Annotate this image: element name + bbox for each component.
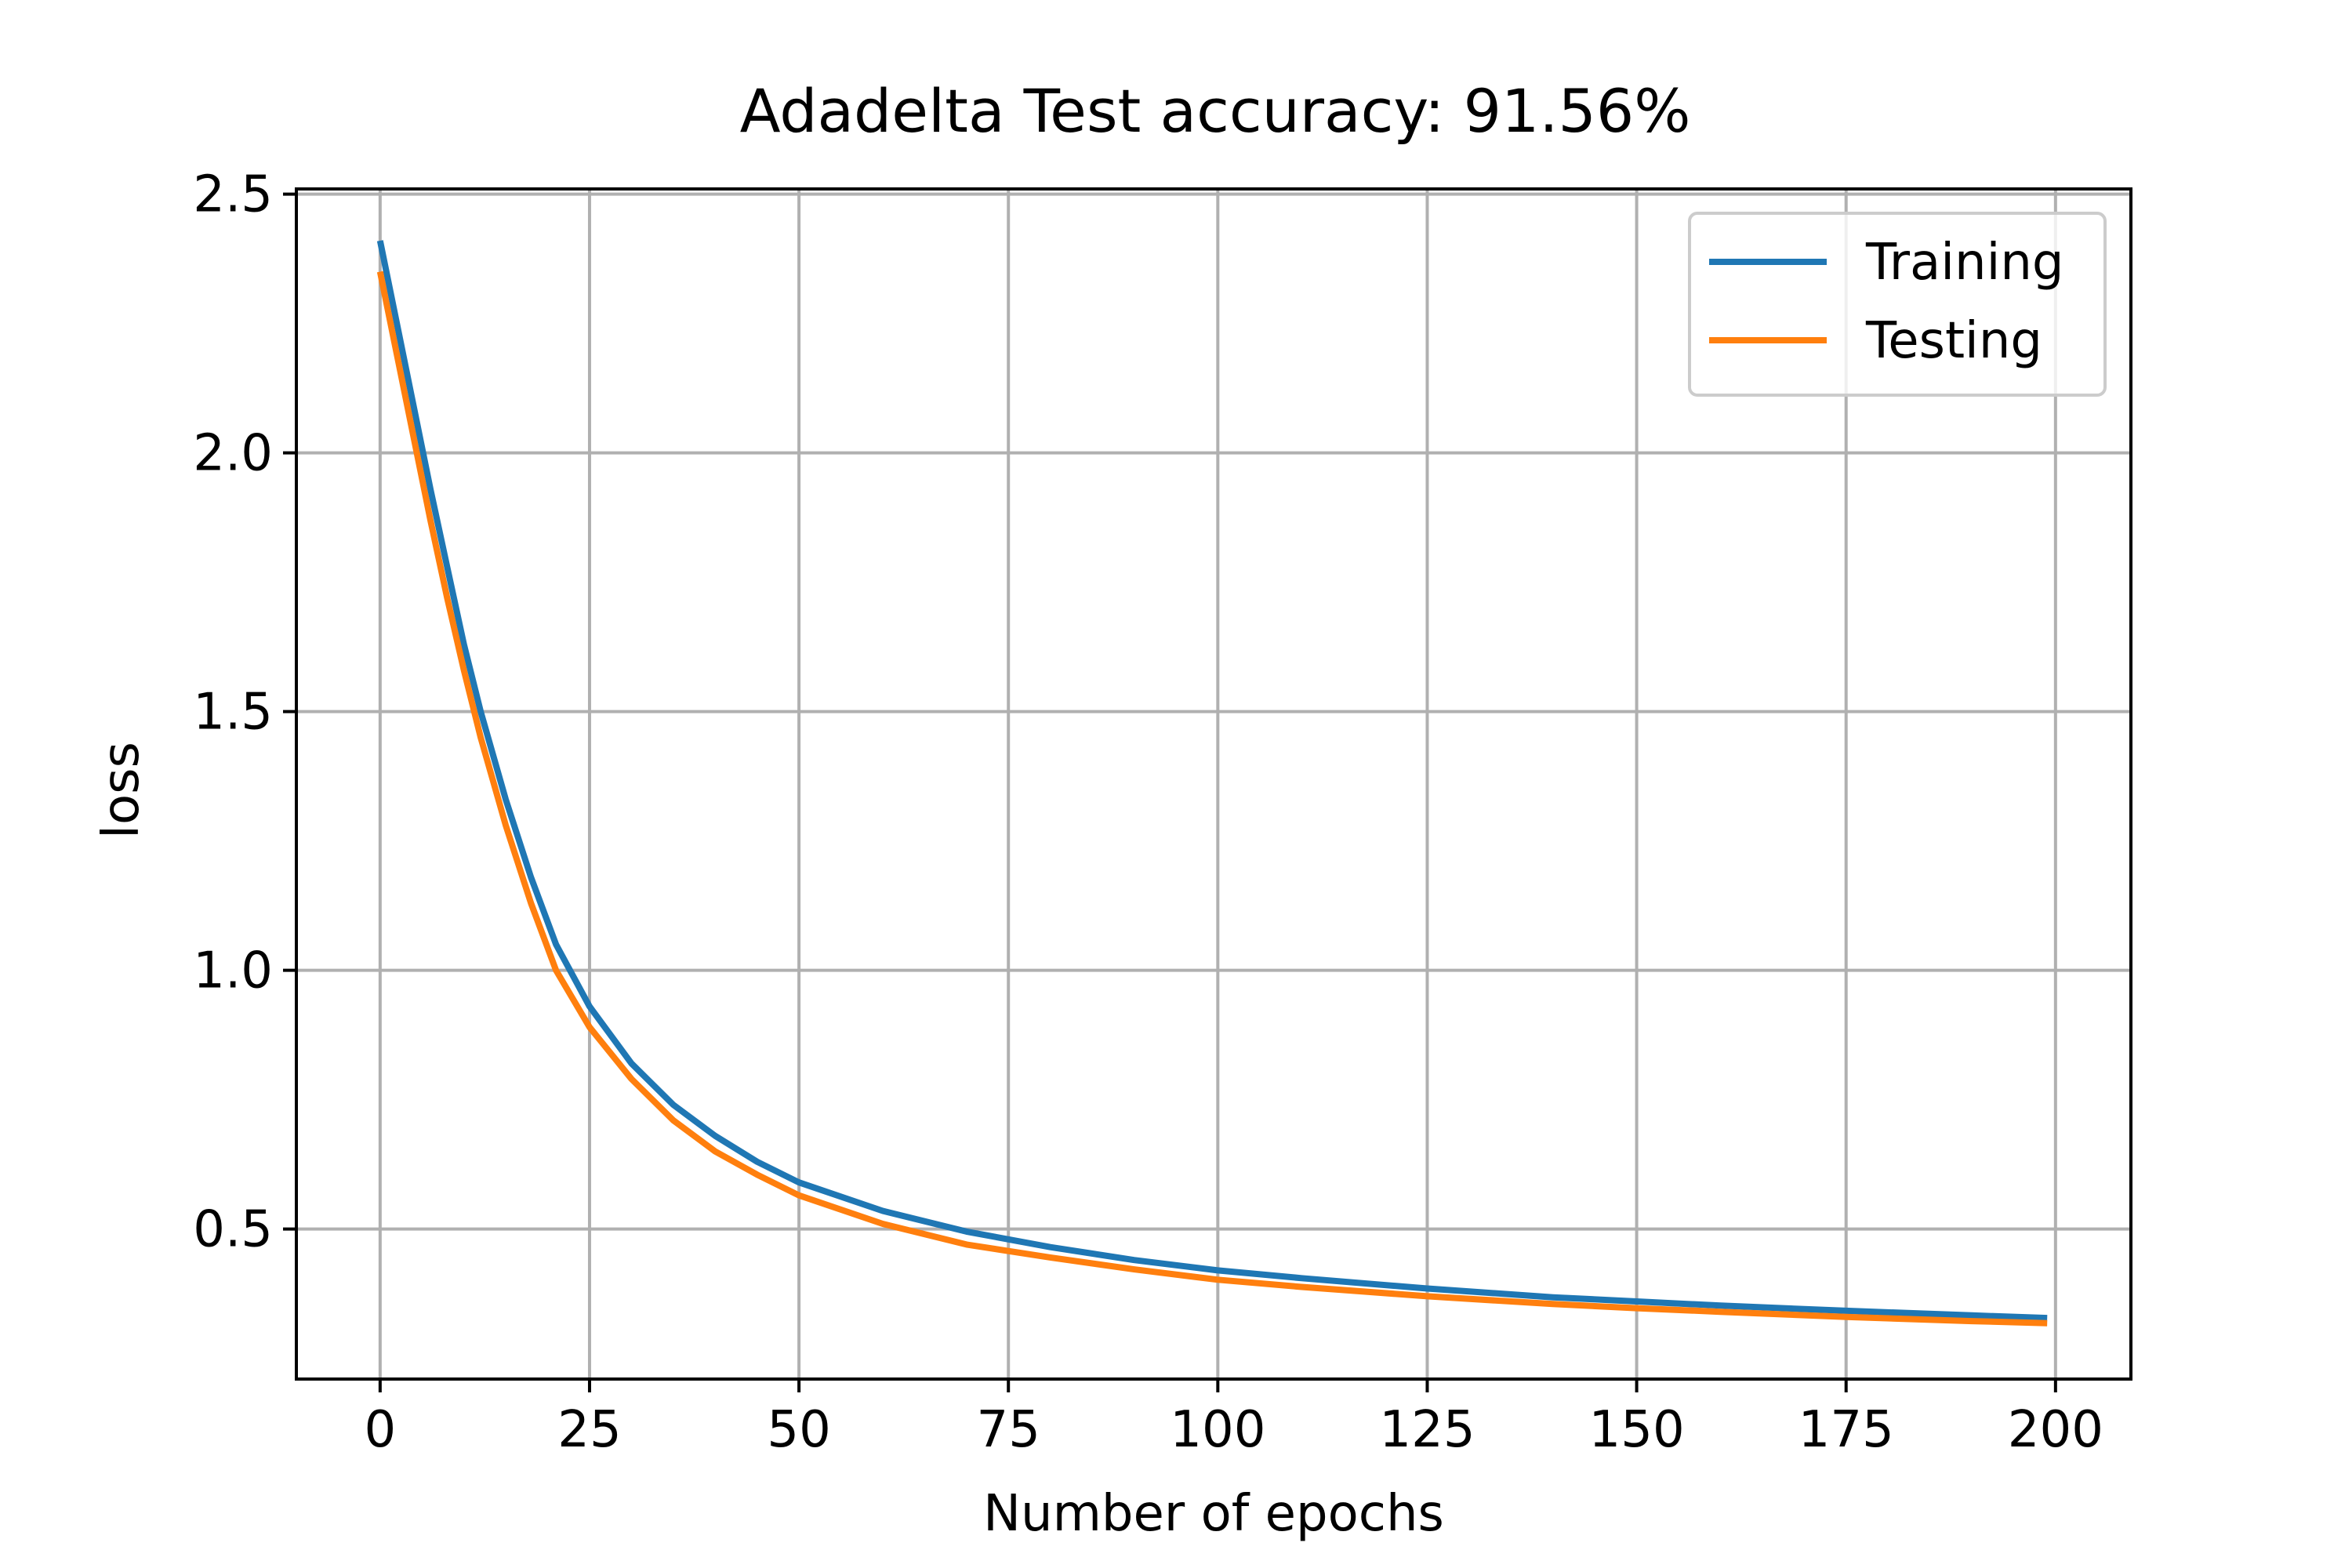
x-tick-label: 75 [977, 1401, 1040, 1459]
y-tick-label: 1.5 [193, 684, 273, 742]
x-tick-label: 125 [1379, 1401, 1475, 1459]
data-lines [376, 240, 2048, 1327]
x-tick-label: 100 [1170, 1401, 1265, 1459]
x-tick-label: 50 [767, 1401, 830, 1459]
y-tick-label: 0.5 [193, 1201, 273, 1259]
axis-ticks: 0 25 50 75 100 125 150 175 200 0.5 1.0 1.5 2.0 2.5 [193, 166, 2103, 1459]
x-tick-label: 0 [364, 1401, 396, 1459]
legend-testing-label: Testing [1865, 312, 2042, 370]
x-tick-label: 25 [557, 1401, 621, 1459]
legend-training-label: Training [1865, 234, 2064, 292]
x-tick-label: 175 [1798, 1401, 1894, 1459]
legend: Training Testing [1688, 212, 2107, 397]
series-line-training [376, 240, 2048, 1322]
y-tick-label: 1.0 [193, 942, 273, 1000]
y-axis-label: loss [93, 742, 151, 839]
y-tick-label: 2.0 [193, 425, 273, 483]
plot-frame [295, 187, 2132, 1381]
x-tick-label: 200 [2008, 1401, 2103, 1459]
x-axis-label: Number of epochs [983, 1485, 1444, 1543]
series-line-testing [376, 270, 2048, 1327]
x-tick-label: 150 [1589, 1401, 1685, 1459]
chart-title: Adadelta Test accuracy: 91.56% [740, 76, 1691, 146]
y-tick-label: 2.5 [193, 166, 273, 224]
